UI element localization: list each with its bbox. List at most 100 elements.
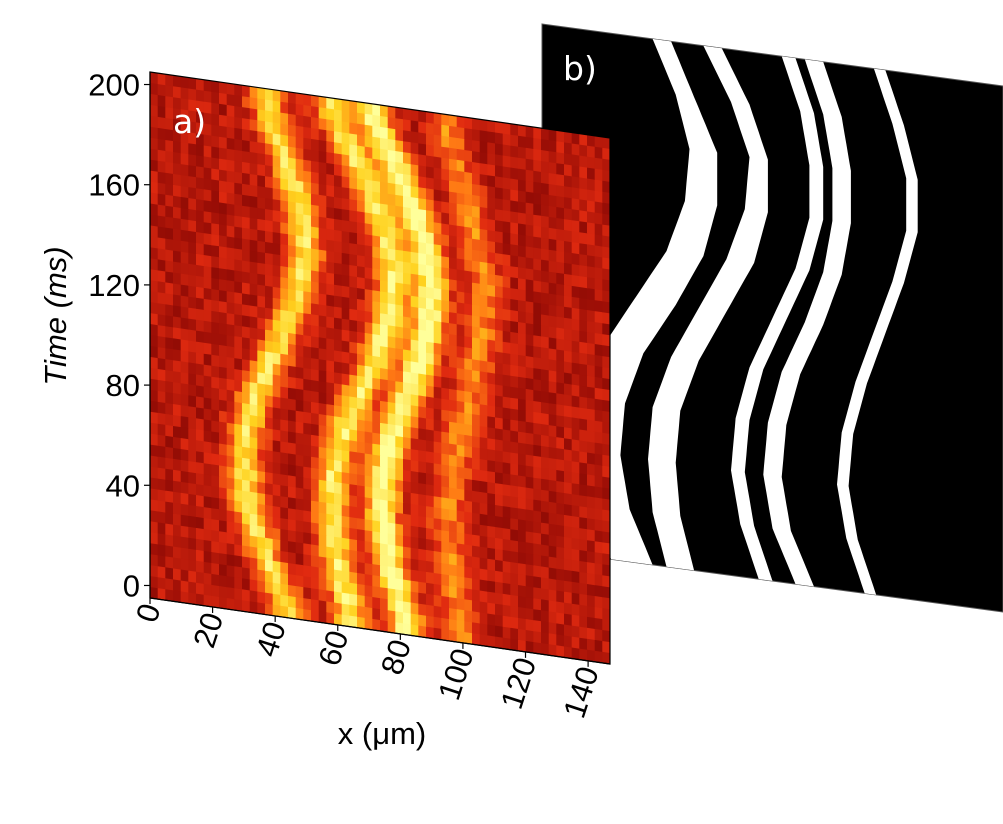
heatmap-cell xyxy=(157,412,166,425)
heatmap-cell xyxy=(487,174,496,188)
heatmap-cell xyxy=(541,292,550,305)
heatmap-cell xyxy=(571,614,580,627)
heatmap-cell xyxy=(502,396,511,409)
heatmap-cell xyxy=(334,470,343,484)
heatmap-cell xyxy=(556,579,565,592)
heatmap-cell xyxy=(487,262,496,275)
heatmap-cell xyxy=(265,131,274,145)
heatmap-cell xyxy=(226,520,235,534)
heatmap-cell xyxy=(188,241,197,254)
heatmap-cell xyxy=(571,526,580,540)
heatmap-cell xyxy=(426,626,435,639)
heatmap-cell xyxy=(180,569,189,582)
heatmap-cell xyxy=(441,233,450,247)
heatmap-cell xyxy=(318,512,327,525)
heatmap-cell xyxy=(341,307,350,320)
heatmap-cell xyxy=(257,97,266,111)
heatmap-cell xyxy=(196,231,205,245)
heatmap-cell xyxy=(426,582,435,595)
heatmap-cell xyxy=(387,215,396,228)
heatmap-cell xyxy=(165,281,174,295)
heatmap-cell xyxy=(242,577,251,591)
heatmap-cell xyxy=(188,263,197,276)
heatmap-cell xyxy=(395,610,404,624)
heatmap-cell xyxy=(403,480,412,493)
heatmap-cell xyxy=(341,515,350,528)
heatmap-cell xyxy=(587,495,596,509)
heatmap-cell xyxy=(272,385,281,398)
heatmap-cell xyxy=(234,576,243,590)
heatmap-cell xyxy=(173,359,182,373)
heatmap-cell xyxy=(203,495,212,509)
heatmap-cell xyxy=(464,598,473,612)
heatmap-cell xyxy=(226,312,235,326)
heatmap-cell xyxy=(303,268,312,282)
heatmap-cell xyxy=(150,126,159,139)
heatmap-cell xyxy=(188,208,197,222)
heatmap-cell xyxy=(150,290,159,304)
heatmap-cell xyxy=(456,115,465,129)
heatmap-cell xyxy=(548,621,557,635)
heatmap-cell xyxy=(188,471,197,485)
heatmap-cell xyxy=(594,486,603,499)
heatmap-cell xyxy=(188,559,197,572)
heatmap-cell xyxy=(157,434,166,447)
heatmap-cell xyxy=(203,451,212,465)
heatmap-cell xyxy=(479,305,488,318)
heatmap-cell xyxy=(579,538,588,552)
heatmap-cell xyxy=(410,536,419,549)
heatmap-cell xyxy=(449,585,458,599)
heatmap-cell xyxy=(587,364,596,377)
heatmap-cell xyxy=(334,547,343,560)
heatmap-cell xyxy=(341,383,350,397)
heatmap-cell xyxy=(594,233,603,247)
heatmap-cell xyxy=(311,346,320,360)
heatmap-cell xyxy=(510,550,519,564)
heatmap-cell xyxy=(257,152,266,166)
heatmap-cell xyxy=(441,168,450,181)
heatmap-cell xyxy=(449,366,458,380)
heatmap-cell xyxy=(387,434,396,447)
heatmap-cell xyxy=(272,505,281,519)
heatmap-cell xyxy=(426,209,435,223)
heatmap-cell xyxy=(165,402,174,416)
heatmap-cell xyxy=(334,591,343,604)
heatmap-cell xyxy=(594,518,603,532)
heatmap-cell xyxy=(357,232,366,246)
heatmap-cell xyxy=(518,617,527,631)
heatmap-cell xyxy=(548,610,557,624)
heatmap-cell xyxy=(341,318,350,331)
heatmap-cell xyxy=(387,291,396,305)
heatmap-cell xyxy=(426,483,435,497)
heatmap-cell xyxy=(173,458,182,471)
heatmap-cell xyxy=(326,589,335,603)
heatmap-cell xyxy=(280,353,289,366)
heatmap-cell xyxy=(479,327,488,340)
heatmap-cell xyxy=(265,416,274,430)
heatmap-cell xyxy=(541,335,550,349)
heatmap-cell xyxy=(587,528,596,542)
heatmap-cell xyxy=(571,515,580,529)
heatmap-cell xyxy=(602,563,610,577)
heatmap-cell xyxy=(449,410,458,423)
heatmap-cell xyxy=(587,572,596,586)
heatmap-cell xyxy=(288,606,297,619)
heatmap-cell xyxy=(571,153,580,167)
heatmap-cell xyxy=(602,235,610,248)
heatmap-cell xyxy=(518,212,527,225)
heatmap-cell xyxy=(587,441,596,454)
heatmap-cell xyxy=(541,598,550,612)
heatmap-cell xyxy=(548,578,557,591)
heatmap-cell xyxy=(410,459,419,473)
heatmap-cell xyxy=(165,347,174,361)
heatmap-cell xyxy=(341,493,350,507)
heatmap-cell xyxy=(203,418,212,432)
heatmap-cell xyxy=(387,620,396,634)
heatmap-cell xyxy=(349,494,358,508)
heatmap-cell xyxy=(510,594,519,607)
heatmap-cell xyxy=(334,437,343,451)
heatmap-cell xyxy=(579,637,588,650)
heatmap-cell xyxy=(173,578,182,592)
heatmap-cell xyxy=(403,447,412,461)
heatmap-cell xyxy=(564,536,573,549)
